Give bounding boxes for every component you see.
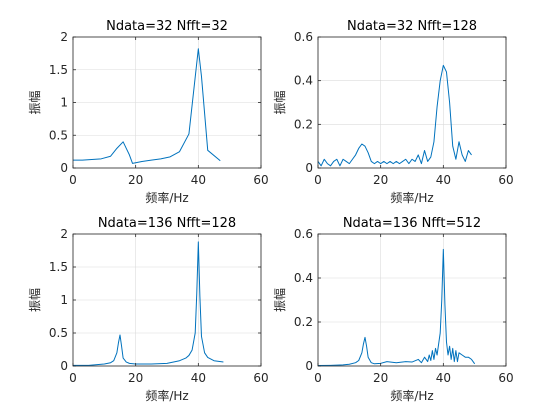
x-axis-label: 频率/Hz bbox=[145, 388, 188, 403]
x-tick-label: 40 bbox=[436, 173, 451, 187]
y-tick-label: 0.6 bbox=[294, 30, 313, 44]
x-tick-label: 20 bbox=[373, 371, 388, 385]
series-line-1 bbox=[317, 64, 472, 167]
y-tick-label: 0.5 bbox=[49, 326, 68, 340]
y-axis-label: 振幅 bbox=[27, 90, 42, 114]
subplot-3: 0 20 40 60 0 0.5 1 1.5 2 Ndata=136 Nfft=128 频率/Hz 振… bbox=[27, 216, 269, 403]
series-line-1 bbox=[73, 241, 224, 366]
y-tick-label: 1.5 bbox=[49, 63, 68, 77]
x-tick-label: 40 bbox=[191, 173, 206, 187]
x-tick-label: 60 bbox=[498, 371, 513, 385]
y-tick-label: 0.6 bbox=[294, 227, 313, 241]
x-axis-label: 频率/Hz bbox=[145, 190, 188, 205]
axes-box bbox=[317, 36, 507, 169]
x-tick-label: 0 bbox=[69, 371, 77, 385]
y-tick-label: 2 bbox=[60, 30, 68, 44]
y-tick-label: 0.2 bbox=[294, 117, 313, 131]
y-tick-label: 0.5 bbox=[49, 128, 68, 142]
y-tick-label: 0 bbox=[60, 161, 68, 175]
subplot-2: 0 20 40 60 0 0.2 0.4 0.6 Ndata=32 Nfft=128 频率/Hz 振… bbox=[272, 19, 514, 205]
y-tick-label: 2 bbox=[60, 227, 68, 241]
y-tick-label: 0.4 bbox=[294, 74, 313, 88]
x-tick-label: 0 bbox=[314, 371, 322, 385]
x-axis-label: 频率/Hz bbox=[390, 388, 433, 403]
y-tick-label: 0 bbox=[305, 359, 313, 373]
subplot-4: 0 20 40 60 0 0.2 0.4 0.6 Ndata=136 Nfft=512 频率/Hz… bbox=[272, 216, 514, 403]
series-line-1 bbox=[73, 48, 221, 164]
x-axis-label: 频率/Hz bbox=[390, 190, 433, 205]
x-tick-label: 20 bbox=[128, 173, 143, 187]
x-tick-label: 0 bbox=[314, 173, 322, 187]
subplot-title: Ndata=136 Nfft=128 bbox=[98, 216, 236, 231]
x-tick-label: 60 bbox=[253, 371, 268, 385]
y-tick-label: 1.5 bbox=[49, 260, 68, 274]
y-tick-label: 0.2 bbox=[294, 315, 313, 329]
x-tick-label: 60 bbox=[253, 173, 268, 187]
y-axis-label: 振幅 bbox=[272, 288, 287, 312]
plot-area bbox=[318, 234, 506, 366]
y-tick-label: 1 bbox=[60, 96, 68, 110]
axes-box bbox=[317, 233, 507, 367]
y-tick-label: 0 bbox=[60, 359, 68, 373]
x-tick-label: 60 bbox=[498, 173, 513, 187]
y-axis-label: 振幅 bbox=[27, 288, 42, 312]
subplot-title: Ndata=32 Nfft=32 bbox=[106, 19, 228, 34]
series-line-1 bbox=[317, 248, 476, 367]
x-tick-label: 20 bbox=[128, 371, 143, 385]
y-tick-label: 0 bbox=[305, 161, 313, 175]
y-tick-label: 1 bbox=[60, 293, 68, 307]
subplot-title: Ndata=32 Nfft=128 bbox=[347, 19, 477, 34]
y-axis-label: 振幅 bbox=[272, 90, 287, 114]
x-tick-label: 40 bbox=[191, 371, 206, 385]
x-tick-label: 20 bbox=[373, 173, 388, 187]
subplot-1: 0 20 40 60 0 0.5 1 1.5 2 Ndata=32 Nfft=32 频率/Hz 振幅 bbox=[27, 19, 269, 205]
x-tick-label: 0 bbox=[69, 173, 77, 187]
y-tick-label: 0.4 bbox=[294, 271, 313, 285]
x-tick-label: 40 bbox=[436, 371, 451, 385]
subplot-title: Ndata=136 Nfft=512 bbox=[343, 216, 481, 231]
plot-area bbox=[318, 37, 506, 168]
